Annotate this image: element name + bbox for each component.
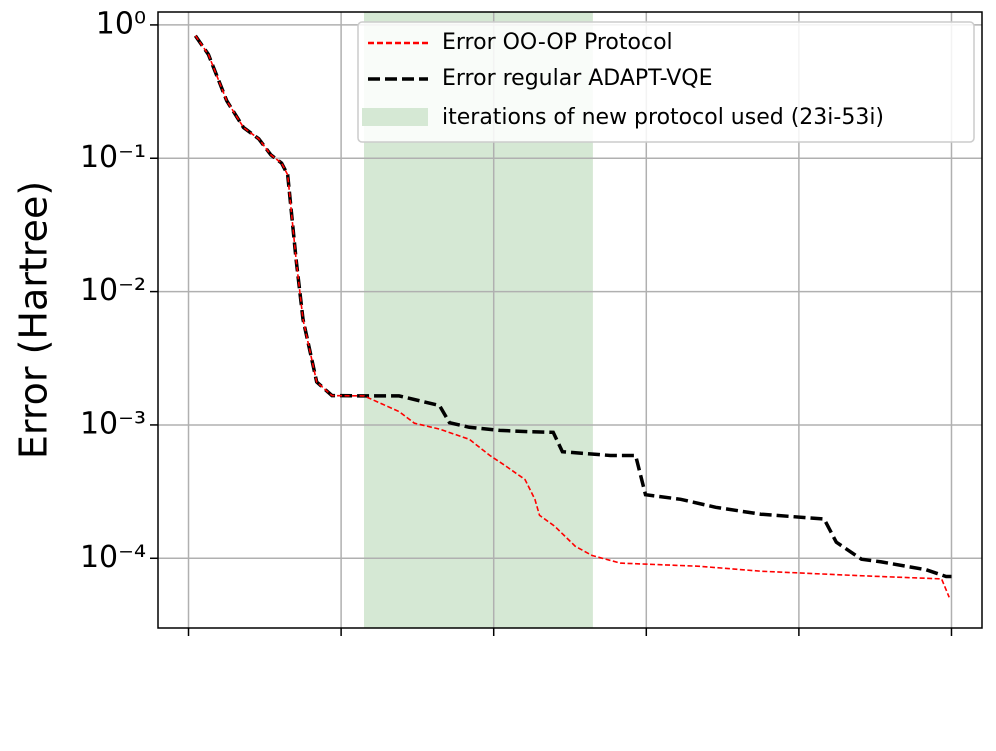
plot-frame [157, 11, 983, 629]
y-tick-label: 10⁻³ [80, 406, 146, 441]
data-line [193, 34, 952, 579]
y-tick-label: 10⁻² [80, 273, 146, 308]
legend-label: iterations of new protocol used (23i-53i… [442, 105, 884, 130]
y-tick-label: 10⁻⁴ [80, 540, 146, 575]
y-axis-label: Error (Hartree) [12, 181, 56, 459]
legend-label: Error regular ADAPT-VQE [442, 66, 713, 91]
y-tick-label: 10⁻¹ [80, 140, 146, 175]
legend-box [357, 21, 975, 143]
legend-swatch [362, 108, 428, 126]
legend-label: Error OO-OP Protocol [442, 30, 673, 55]
legend: Error OO-OP Protocol Error regular ADAPT-… [357, 21, 975, 143]
data-line [194, 35, 950, 598]
y-tick-label: 10⁰ [96, 6, 146, 41]
